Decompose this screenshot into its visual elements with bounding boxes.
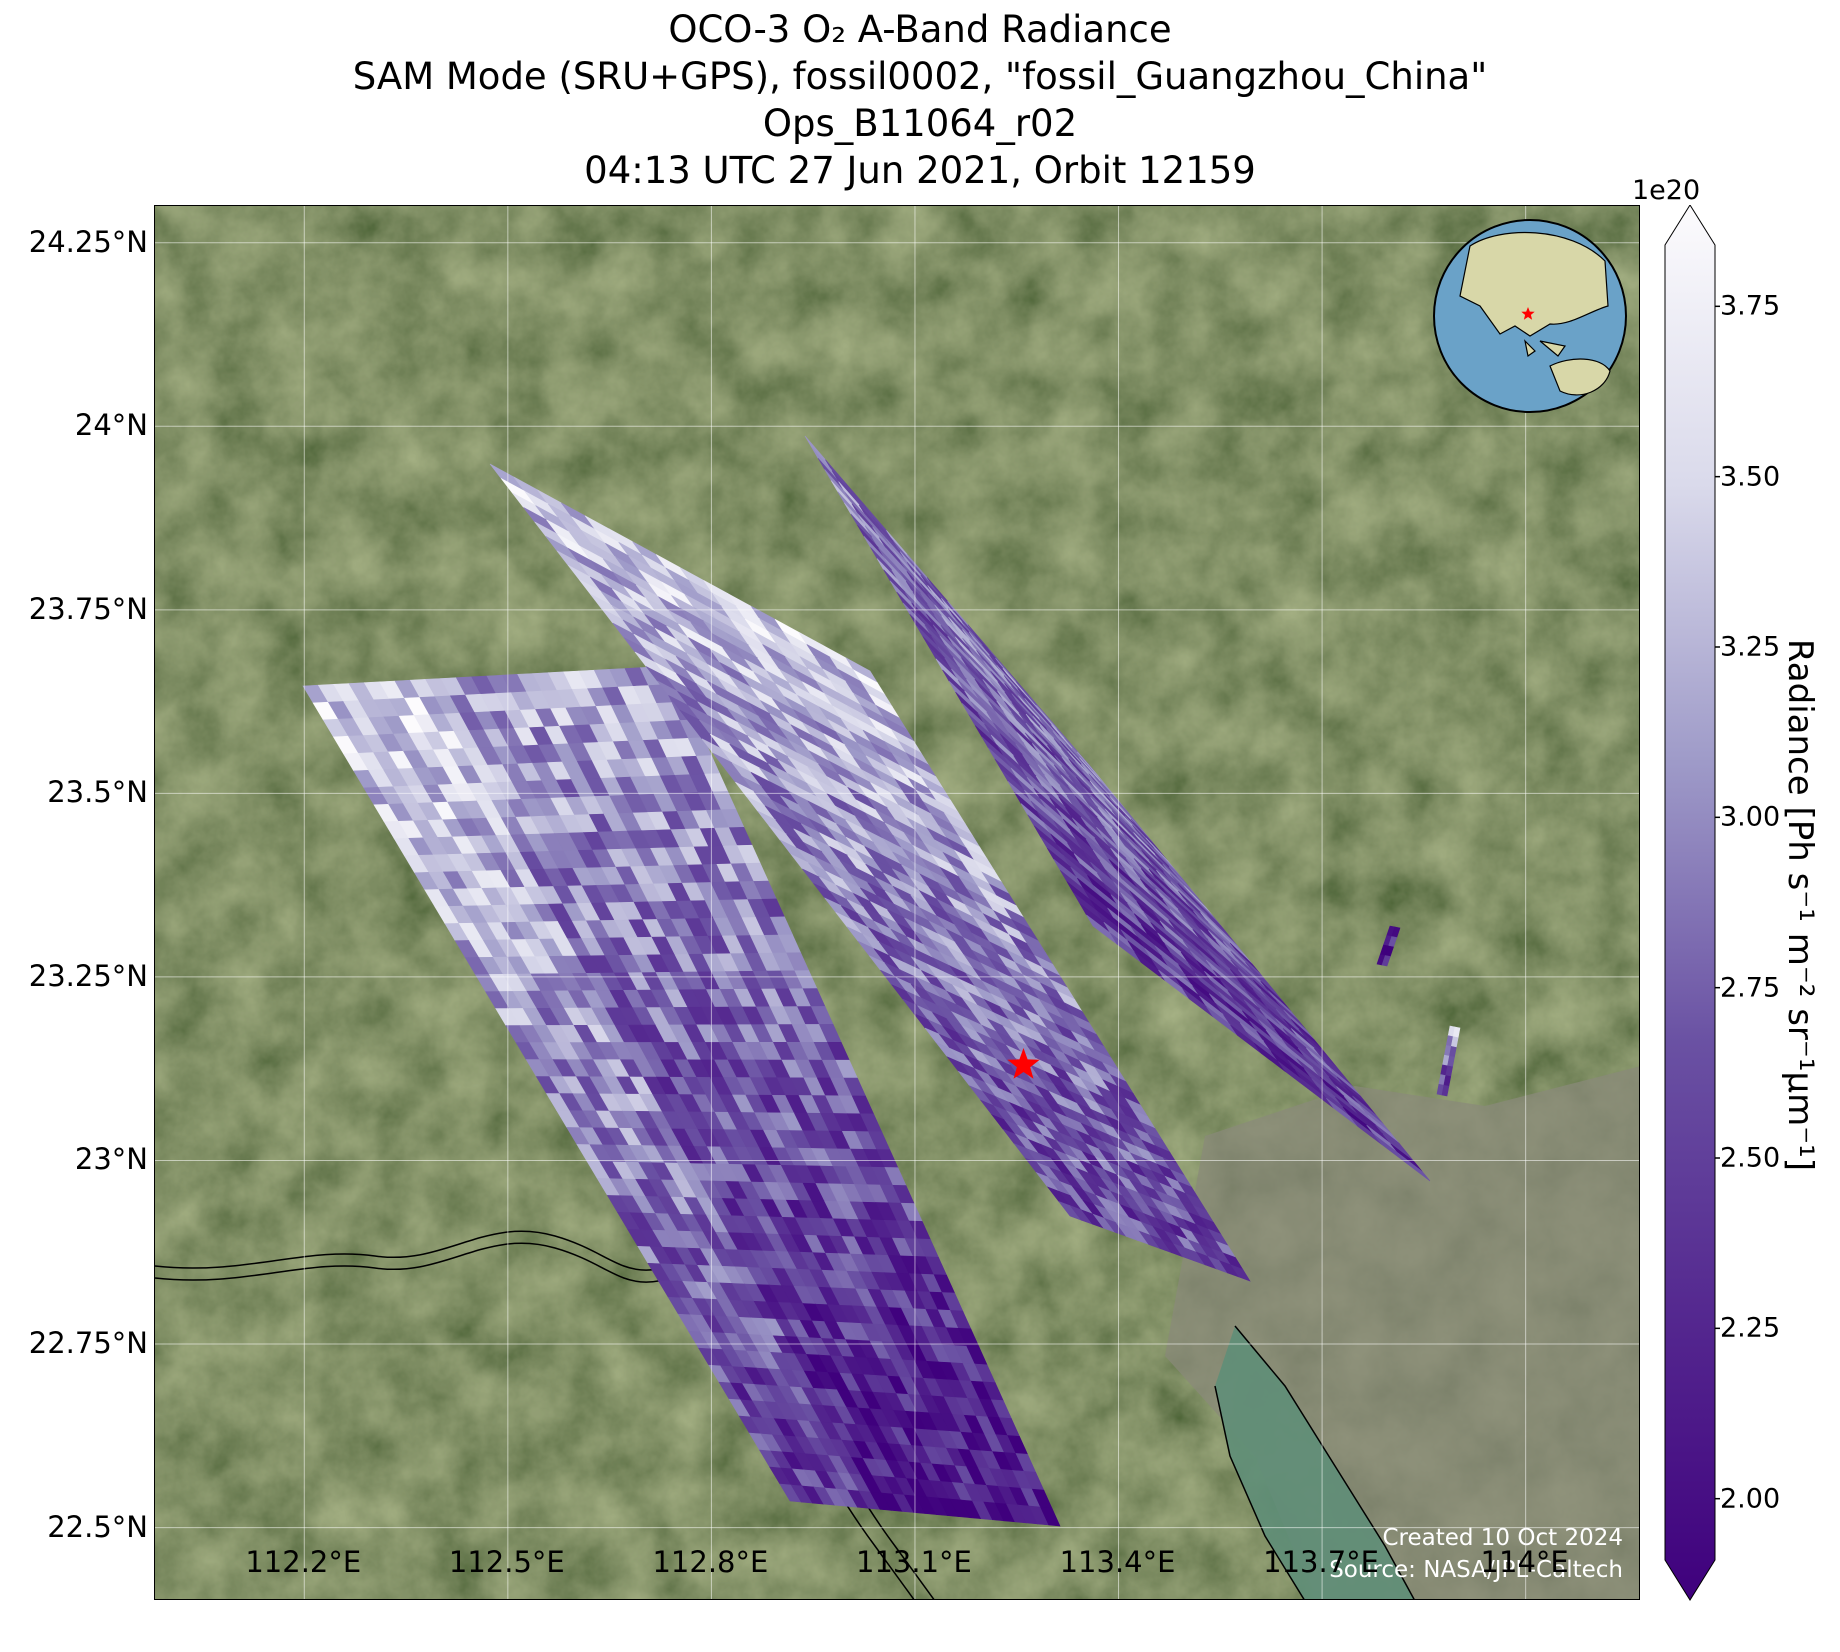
target-star-marker [1007,1048,1040,1079]
radiance-footprint [1040,1506,1061,1527]
globe-landmass-islands [1524,339,1567,358]
coastline [1214,1325,1415,1599]
latitude-tick-label: 22.5°N [47,1509,148,1544]
latitude-tick-label: 22.75°N [28,1326,148,1361]
inset-globe [1433,219,1627,413]
latitude-tick-label: 24.25°N [28,224,148,259]
credit-source: Source: NASA/JPL-Caltech [1329,1557,1623,1583]
latitude-tick-label: 23°N [74,1142,148,1177]
longitude-tick-label: 114°E [1480,1545,1569,1579]
colorbar-tick-label: 2.25 [1720,1312,1781,1344]
colorbar-offset-text: 1e20 [1632,175,1701,206]
latitude-tick-label: 23.5°N [47,775,148,810]
river-west [155,1230,796,1271]
colorbar-label: Radiance [Ph s⁻¹ m⁻² sr⁻¹μm⁻¹] [1780,638,1820,1172]
radiance-footprint [1381,955,1391,967]
globe-location-star [1521,307,1535,320]
latitude-tick-label: 23.25°N [28,958,148,993]
colorbar-tick-label: 2.00 [1720,1483,1781,1515]
globe-landmass-asia [1459,231,1609,337]
colorbar-tick-label: 3.50 [1720,461,1781,493]
title-line-1: OCO-3 O₂ A-Band Radiance [668,8,1172,51]
colorbar-gradient [1664,205,1716,1601]
radiance-footprint [1441,1084,1450,1097]
colorbar-ticks [1715,305,1720,1500]
longitude-tick-label: 113.7°E [1263,1545,1380,1579]
title-line-3: Ops_B11064_r02 [762,102,1078,145]
longitude-tick-label: 113.1°E [856,1545,972,1579]
title-line-2: SAM Mode (SRU+GPS), fossil0002, "fossil_… [352,55,1488,98]
latitude-tick-label: 23.75°N [28,591,148,626]
colorbar-tick-label: 2.75 [1720,972,1781,1004]
map-panel: Created 10 Oct 2024 Source: NASA/JPL-Cal… [154,205,1640,1600]
colorbar-tick-label: 2.50 [1720,1142,1781,1174]
map-canvas [155,206,1639,1599]
colorbar-tick-label: 3.75 [1720,290,1781,322]
radiance-footprint [1230,1264,1251,1282]
colorbar-tick-label: 3.25 [1720,631,1781,663]
longitude-tick-label: 113.4°E [1059,1545,1176,1579]
globe-landmass-australia [1549,358,1611,396]
colorbar [1664,205,1720,1601]
credit-created: Created 10 Oct 2024 [1382,1525,1623,1551]
river-west-bank [155,1242,796,1283]
longitude-tick-label: 112.2°E [245,1545,362,1579]
graticule [155,206,1639,1599]
colorbar-tick-label: 3.00 [1720,801,1781,833]
latitude-tick-label: 24°N [74,408,148,443]
radiance-swaths [302,435,1461,1527]
title-line-4: 04:13 UTC 27 Jun 2021, Orbit 12159 [584,149,1256,192]
pearl-river-estuary [1215,1326,1414,1599]
longitude-tick-label: 112.5°E [448,1545,565,1579]
longitude-tick-label: 112.8°E [652,1545,769,1579]
